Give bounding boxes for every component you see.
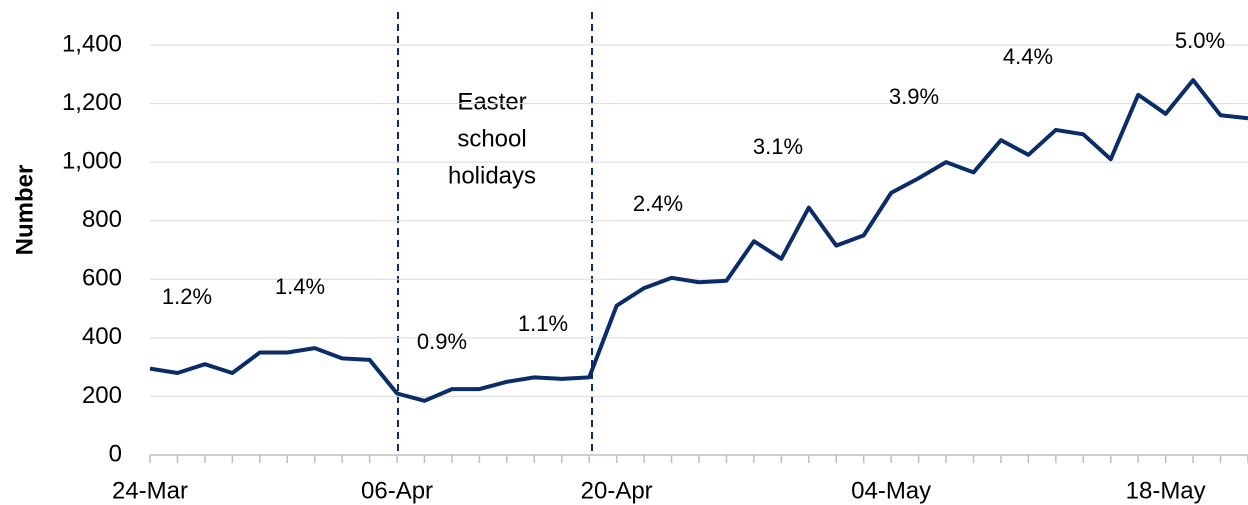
x-tick-label: 24-Mar <box>112 477 188 504</box>
y-tick-label: 800 <box>82 206 122 233</box>
annotation: school <box>457 125 526 152</box>
annotation: holidays <box>448 162 536 189</box>
x-tick-label: 04-May <box>851 477 931 504</box>
y-tick-label: 1,000 <box>62 147 122 174</box>
y-tick-label: 200 <box>82 382 122 409</box>
y-tick-label: 1,200 <box>62 89 122 116</box>
point-label: 1.1% <box>518 311 568 336</box>
point-label: 1.2% <box>162 284 212 309</box>
point-label: 2.4% <box>633 191 683 216</box>
y-tick-label: 1,400 <box>62 30 122 57</box>
x-tick-label: 20-Apr <box>581 477 653 504</box>
point-label: 0.9% <box>417 329 467 354</box>
point-label: 3.9% <box>889 84 939 109</box>
point-label: 5.0% <box>1175 28 1225 53</box>
y-axis-label: Number <box>11 165 38 256</box>
point-label: 3.1% <box>753 134 803 159</box>
x-tick-label: 18-May <box>1126 477 1206 504</box>
annotation: Easter <box>457 88 526 115</box>
line-series <box>149 78 1248 403</box>
y-tick-label: 600 <box>82 265 122 292</box>
point-label: 4.4% <box>1003 44 1053 69</box>
y-tick-label: 400 <box>82 323 122 350</box>
y-tick-label: 0 <box>109 440 122 467</box>
point-label: 1.4% <box>275 274 325 299</box>
x-tick-label: 06-Apr <box>361 477 433 504</box>
